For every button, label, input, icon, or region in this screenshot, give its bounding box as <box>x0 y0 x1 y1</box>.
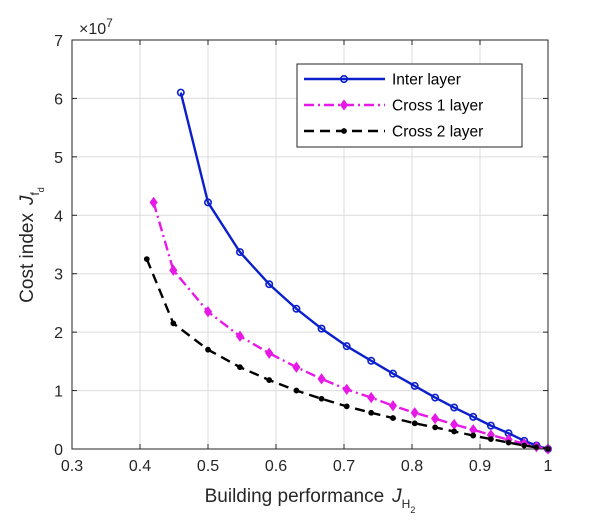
x-tick-label: 0.3 <box>61 458 83 475</box>
data-point-cross-2-layer <box>505 439 512 446</box>
data-point-cross-2-layer <box>368 409 375 416</box>
data-point-inter-layer <box>410 381 419 390</box>
x-tick-label: 0.6 <box>265 458 287 475</box>
series-layer <box>143 88 553 455</box>
y-tick-label: 5 <box>54 150 63 167</box>
data-point-cross-1-layer <box>431 412 440 425</box>
x-axis-title: Building performance JH2 <box>205 486 416 515</box>
y-tick-label: 7 <box>54 33 63 50</box>
data-point-inter-layer <box>265 280 274 289</box>
y-axis-exponent-power: 7 <box>106 16 113 30</box>
x-tick-label: 1 <box>544 458 553 475</box>
y-tick-label: 2 <box>54 325 63 342</box>
data-point-cross-2-layer <box>266 377 273 383</box>
legend-marker-cross-1-layer <box>339 99 349 111</box>
data-point-cross-2-layer <box>343 403 350 410</box>
data-point-inter-layer <box>431 393 440 402</box>
data-point-cross-1-layer <box>367 391 376 404</box>
x-axis-title-main: Building performance <box>205 486 385 507</box>
x-axis-title-subscript: H <box>402 497 411 511</box>
y-axis-title-subscript: f <box>28 192 42 196</box>
legend-label-cross-1-layer: Cross 1 layer <box>392 98 483 115</box>
data-point-cross-1-layer <box>317 373 326 385</box>
data-point-cross-2-layer <box>470 432 477 439</box>
data-point-cross-2-layer <box>293 387 300 394</box>
y-tick-label: 0 <box>54 442 63 459</box>
data-point-cross-2-layer <box>390 415 396 421</box>
y-tick-label: 1 <box>54 384 63 401</box>
data-point-cross-2-layer <box>205 346 211 353</box>
data-point-cross-1-layer <box>169 264 178 276</box>
data-point-cross-1-layer <box>292 361 301 373</box>
x-tick-label: 0.8 <box>401 458 423 475</box>
y-axis-title-symbol: J <box>17 195 38 206</box>
x-tick-label: 0.4 <box>129 458 151 475</box>
axis-ticks: 0.3 0.4 0.5 0.6 0.7 0.8 0.9 1 0 1 2 3 4 5 6 7 <box>54 33 552 475</box>
data-point-cross-2-layer <box>533 444 540 451</box>
y-axis-title-subsubscript: d <box>36 187 46 192</box>
data-point-cross-1-layer <box>203 306 213 318</box>
x-tick-label: 0.9 <box>469 458 491 475</box>
y-tick-label: 3 <box>54 267 63 284</box>
data-point-cross-2-layer <box>487 436 494 442</box>
data-point-cross-1-layer <box>265 347 274 359</box>
x-tick-label: 0.5 <box>197 458 219 475</box>
data-point-cross-2-layer <box>432 424 439 431</box>
data-point-inter-layer <box>235 248 244 257</box>
data-point-cross-1-layer <box>149 196 158 209</box>
data-point-cross-1-layer <box>235 330 245 342</box>
data-point-cross-2-layer <box>237 364 243 371</box>
data-point-cross-2-layer <box>170 320 177 327</box>
data-point-inter-layer <box>388 369 397 378</box>
data-point-cross-1-layer <box>342 383 351 396</box>
data-point-inter-layer <box>469 412 478 421</box>
data-point-cross-1-layer <box>388 400 398 412</box>
data-point-cross-2-layer <box>411 420 418 427</box>
data-point-cross-2-layer <box>143 256 150 263</box>
legend-marker-inter-layer <box>339 75 348 84</box>
y-axis-title: Cost index Jfd <box>17 187 46 303</box>
legend-label-cross-2-layer: Cross 2 layer <box>392 124 483 141</box>
data-point-inter-layer <box>176 88 185 97</box>
plot-frame <box>71 39 549 450</box>
y-tick-label: 6 <box>54 91 63 108</box>
data-point-inter-layer <box>367 356 376 365</box>
data-point-cross-2-layer <box>318 395 325 402</box>
data-point-inter-layer <box>204 198 213 207</box>
legend-label-inter-layer: Inter layer <box>392 72 461 89</box>
data-point-cross-1-layer <box>410 407 419 419</box>
legend: Inter layer Cross 1 layer Cross 2 layer <box>296 63 523 148</box>
data-point-inter-layer <box>342 342 351 351</box>
y-tick-label: 4 <box>54 208 63 225</box>
legend-marker-cross-2-layer <box>341 128 347 134</box>
y-axis-exponent: ×107 <box>79 16 113 38</box>
series-inter-layer <box>176 88 552 453</box>
x-axis-title-symbol: J <box>391 486 402 507</box>
x-tick-label: 0.7 <box>333 458 355 475</box>
data-point-inter-layer <box>292 304 301 313</box>
data-point-inter-layer <box>450 403 459 412</box>
data-point-cross-2-layer <box>521 442 528 449</box>
x-axis-title-subsubscript: 2 <box>410 505 415 515</box>
data-point-cross-2-layer <box>451 428 458 435</box>
data-point-inter-layer <box>486 421 495 430</box>
y-axis-title-main: Cost index <box>17 213 38 303</box>
data-point-inter-layer <box>317 324 326 333</box>
